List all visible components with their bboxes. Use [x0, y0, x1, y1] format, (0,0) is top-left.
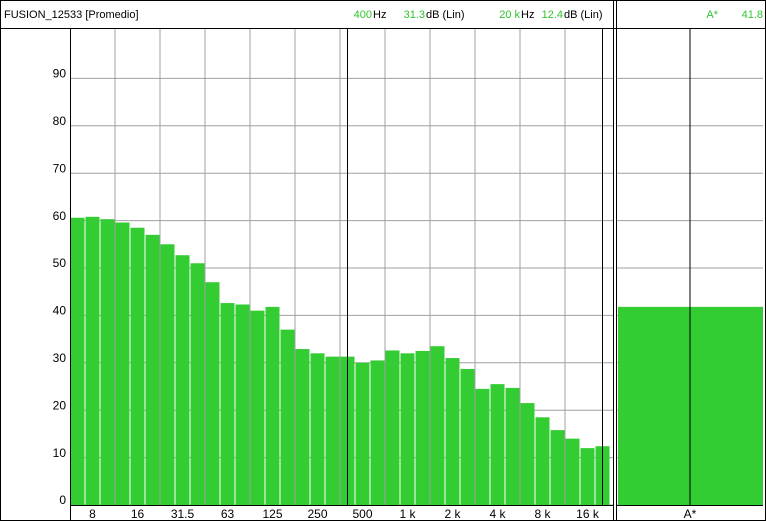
x-tick-label: 63	[221, 507, 235, 521]
bar	[370, 360, 385, 505]
bar	[70, 217, 85, 506]
y-tick-label: 30	[53, 351, 67, 365]
bar	[115, 222, 130, 505]
cursor-frequency: 400	[354, 9, 372, 21]
bar	[280, 329, 295, 505]
bar	[490, 384, 505, 505]
bar	[310, 353, 325, 505]
summary-header-label: A*	[706, 9, 718, 21]
cursor-level-unit: dB (Lin)	[426, 9, 465, 21]
bar	[235, 304, 250, 505]
bar	[175, 255, 190, 505]
bar	[460, 368, 475, 505]
bar	[145, 234, 160, 505]
bar	[580, 448, 595, 505]
bar	[415, 350, 430, 505]
bar	[250, 310, 265, 505]
bar	[190, 263, 205, 505]
bar	[355, 362, 370, 505]
x-tick-label: 250	[307, 507, 327, 521]
bar	[475, 388, 490, 505]
x-tick-label: 2 k	[444, 507, 461, 521]
cursor-frequency-unit: Hz	[373, 9, 386, 21]
bar	[85, 216, 100, 506]
bar	[520, 403, 535, 505]
y-tick-label: 70	[53, 161, 67, 175]
cursor-frequency-unit: Hz	[521, 9, 534, 21]
title: FUSION_12533 [Promedio]	[4, 9, 139, 21]
x-tick-label: 125	[262, 507, 282, 521]
bar	[445, 358, 460, 505]
bar	[430, 346, 445, 505]
bar	[205, 282, 220, 505]
cursor-frequency: 20 k	[499, 9, 520, 21]
y-tick-label: 40	[53, 304, 67, 318]
y-tick-label: 0	[59, 493, 66, 507]
x-tick-label: 31.5	[171, 507, 195, 521]
bar	[535, 417, 550, 505]
cursor-level-unit: dB (Lin)	[564, 9, 603, 21]
cursor-level: 31.3	[404, 9, 425, 21]
bar	[505, 387, 520, 505]
x-tick-label: 16	[131, 507, 145, 521]
summary-header-value: 41.8	[742, 9, 763, 21]
x-tick-label: 16 k	[576, 507, 600, 521]
summary-x-label: A*	[684, 507, 697, 521]
y-tick-label: 60	[53, 209, 67, 223]
bar	[265, 306, 280, 505]
bar	[220, 303, 235, 505]
bar	[295, 349, 310, 505]
bar	[325, 356, 340, 505]
x-tick-label: 1 k	[399, 507, 416, 521]
x-tick-label: 8 k	[534, 507, 551, 521]
y-tick-label: 80	[53, 114, 67, 128]
bar	[550, 430, 565, 505]
y-tick-label: 90	[53, 67, 67, 81]
bar	[565, 438, 580, 505]
x-tick-label: 8	[89, 507, 96, 521]
x-tick-label: 500	[352, 507, 372, 521]
y-tick-label: 50	[53, 256, 67, 270]
bar	[160, 244, 175, 506]
bar	[385, 350, 400, 505]
bar	[100, 219, 115, 506]
y-tick-label: 10	[53, 446, 67, 460]
bar	[130, 227, 145, 505]
cursor-level: 12.4	[542, 9, 563, 21]
x-tick-label: 4 k	[489, 507, 506, 521]
y-tick-label: 20	[53, 398, 67, 412]
bar	[400, 353, 415, 505]
